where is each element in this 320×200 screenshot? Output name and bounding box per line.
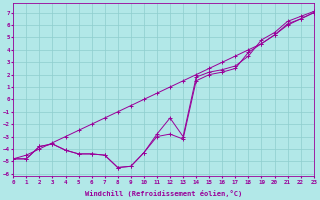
X-axis label: Windchill (Refroidissement éolien,°C): Windchill (Refroidissement éolien,°C): [85, 190, 242, 197]
